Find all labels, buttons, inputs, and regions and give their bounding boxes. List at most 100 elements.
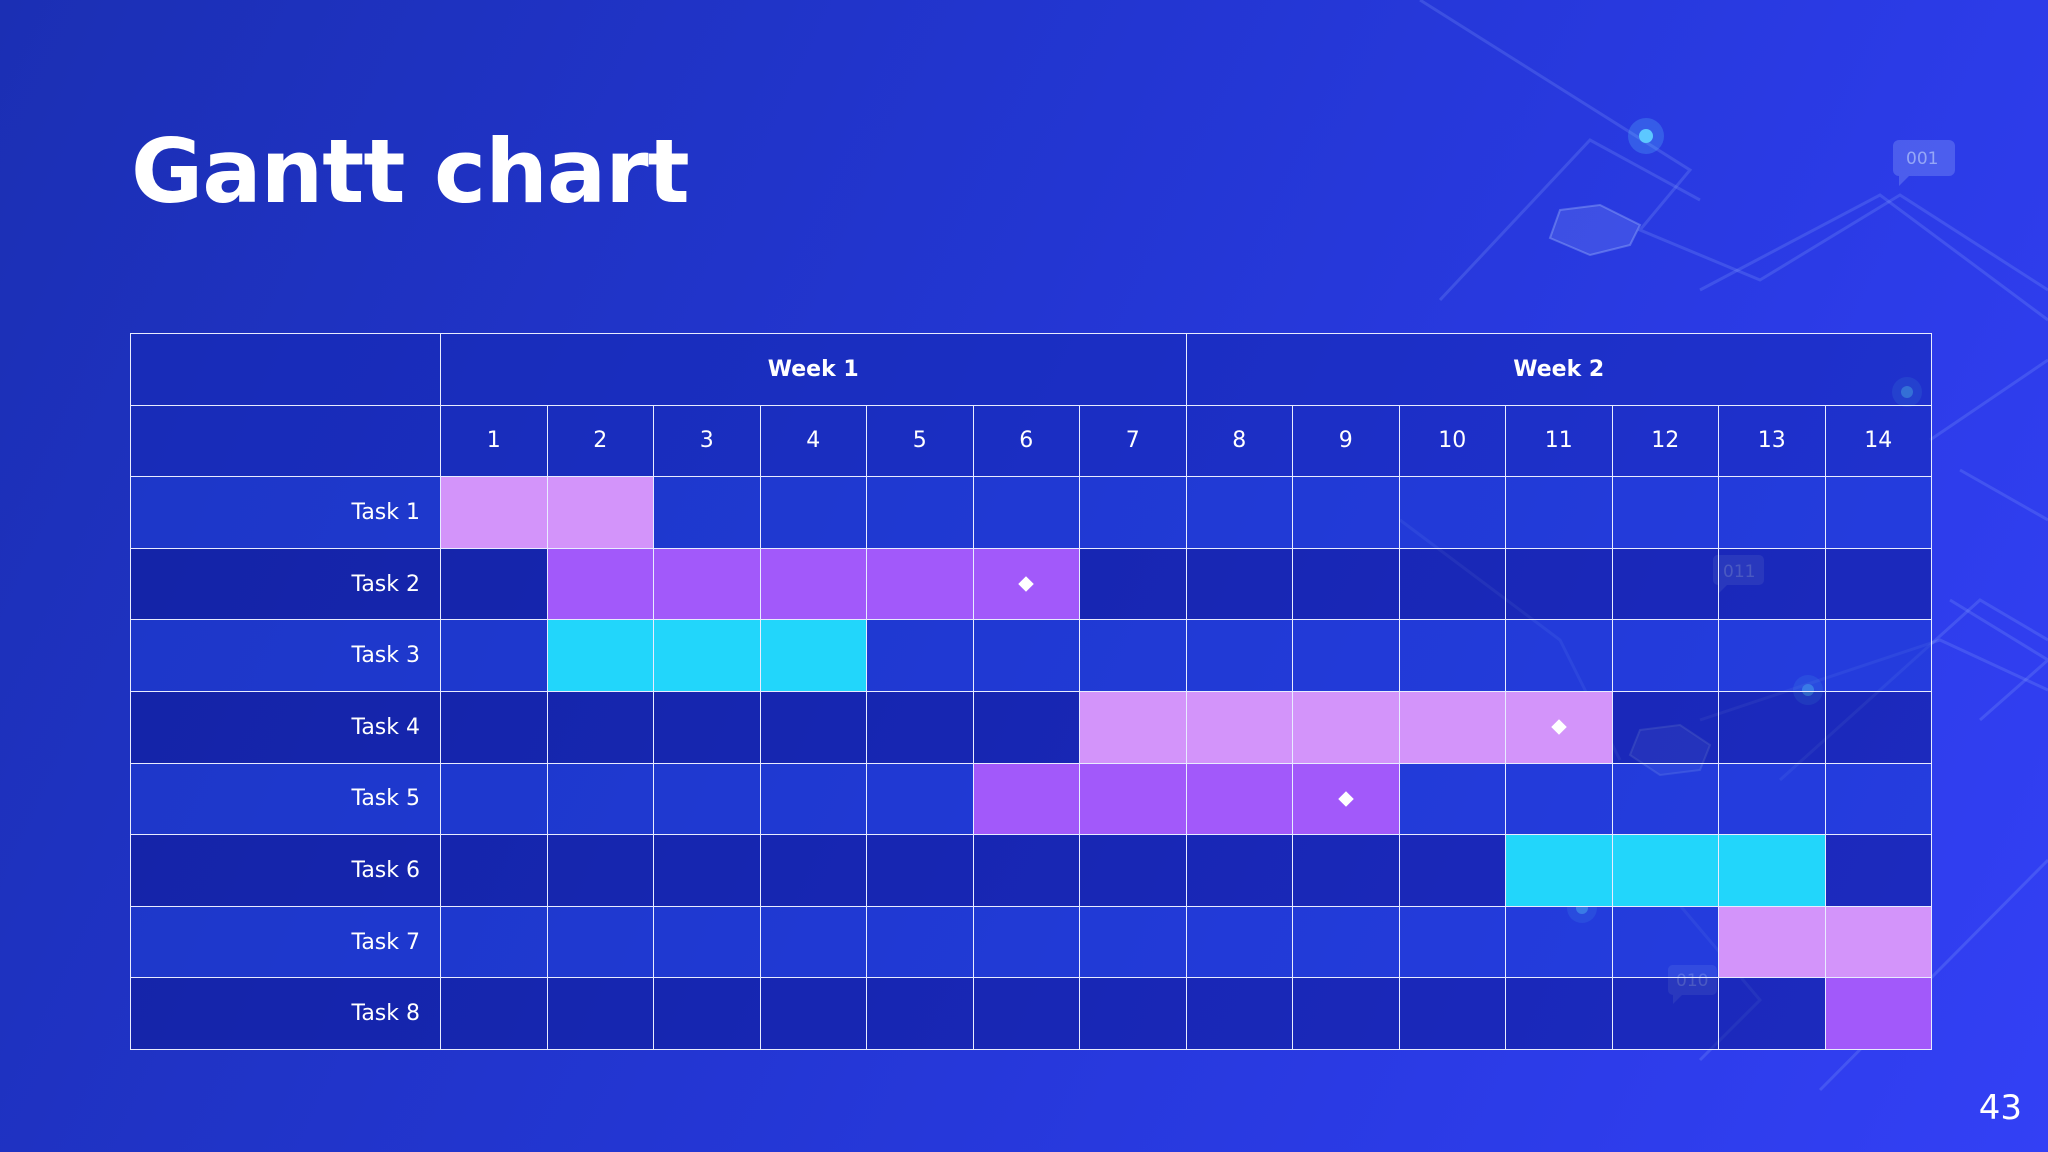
day-header-12: 12	[1611, 404, 1719, 478]
header-corner-cell	[130, 333, 441, 406]
task-bar-segment	[1185, 762, 1293, 836]
grid-cell	[1185, 476, 1293, 549]
task-bar-segment	[546, 619, 654, 692]
grid-cell	[866, 905, 974, 979]
task-label: Task 5	[130, 762, 441, 836]
grid-cell	[1824, 476, 1932, 549]
week-header-2: Week 2	[1185, 333, 1932, 406]
header-corner-cell	[130, 404, 441, 478]
day-header-7: 7	[1079, 404, 1187, 478]
grid-cell	[440, 977, 548, 1050]
day-header-11: 11	[1505, 404, 1613, 478]
grid-cell	[1079, 977, 1187, 1050]
day-header-1: 1	[440, 404, 548, 478]
task-bar-segment	[866, 547, 974, 621]
grid-cell	[1824, 619, 1932, 692]
day-header-3: 3	[653, 404, 761, 478]
milestone-diamond-icon	[1337, 791, 1354, 807]
task-row: Task 5	[130, 762, 1932, 836]
grid-cell	[546, 834, 654, 907]
grid-cell	[972, 834, 1080, 907]
task-row: Task 4	[130, 690, 1932, 764]
task-bar-segment	[1718, 834, 1826, 907]
grid-cell	[1079, 476, 1187, 549]
task-bar-segment	[972, 547, 1080, 621]
page-number: 43	[1978, 1088, 2022, 1128]
task-bar-segment	[1398, 690, 1506, 764]
grid-cell	[546, 905, 654, 979]
grid-cell	[1292, 476, 1400, 549]
task-label: Task 6	[130, 834, 441, 907]
grid-cell	[440, 619, 548, 692]
task-bar-segment	[1292, 762, 1400, 836]
grid-cell	[1718, 619, 1826, 692]
grid-cell	[1505, 619, 1613, 692]
grid-cell	[1185, 977, 1293, 1050]
grid-cell	[866, 690, 974, 764]
day-header-14: 14	[1824, 404, 1932, 478]
grid-cell	[1824, 547, 1932, 621]
day-header-4: 4	[759, 404, 867, 478]
grid-cell	[440, 762, 548, 836]
grid-cell	[440, 834, 548, 907]
grid-cell	[653, 476, 761, 549]
grid-cell	[1505, 476, 1613, 549]
deco-tag-001: 001	[1906, 149, 1938, 169]
grid-cell	[866, 977, 974, 1050]
grid-cell	[1185, 834, 1293, 907]
day-header-9: 9	[1292, 404, 1400, 478]
task-row: Task 8	[130, 977, 1932, 1050]
grid-cell	[1398, 547, 1506, 621]
grid-cell	[1718, 547, 1826, 621]
task-bar-segment	[1718, 905, 1826, 979]
grid-cell	[653, 834, 761, 907]
grid-cell	[1292, 619, 1400, 692]
task-bar-segment	[440, 476, 548, 549]
grid-cell	[1824, 834, 1932, 907]
grid-cell	[1611, 977, 1719, 1050]
grid-cell	[1505, 905, 1613, 979]
grid-cell	[546, 977, 654, 1050]
task-bar-segment	[653, 547, 761, 621]
grid-cell	[1292, 905, 1400, 979]
grid-cell	[866, 476, 974, 549]
task-row: Task 7	[130, 905, 1932, 979]
grid-cell	[972, 619, 1080, 692]
task-bar-segment	[972, 762, 1080, 836]
task-bar-segment	[1185, 690, 1293, 764]
grid-cell	[1824, 762, 1932, 836]
grid-cell	[759, 977, 867, 1050]
grid-cell	[972, 476, 1080, 549]
grid-cell	[546, 690, 654, 764]
slide-title: Gantt chart	[131, 120, 690, 223]
day-header-5: 5	[866, 404, 974, 478]
task-bar-segment	[1505, 834, 1613, 907]
grid-cell	[1185, 547, 1293, 621]
grid-cell	[1079, 547, 1187, 621]
grid-cell	[1718, 977, 1826, 1050]
grid-cell	[1398, 905, 1506, 979]
task-bar-segment	[546, 476, 654, 549]
grid-cell	[1718, 476, 1826, 549]
day-header-8: 8	[1185, 404, 1293, 478]
grid-cell	[1611, 905, 1719, 979]
grid-cell	[1398, 762, 1506, 836]
task-label: Task 3	[130, 619, 441, 692]
grid-cell	[1185, 905, 1293, 979]
grid-cell	[972, 905, 1080, 979]
grid-cell	[972, 977, 1080, 1050]
grid-cell	[1079, 905, 1187, 979]
grid-cell	[1505, 762, 1613, 836]
day-header-10: 10	[1398, 404, 1506, 478]
task-bar-segment	[1824, 905, 1932, 979]
grid-cell	[653, 905, 761, 979]
task-label: Task 1	[130, 476, 441, 549]
grid-cell	[1505, 547, 1613, 621]
task-label: Task 7	[130, 905, 441, 979]
week-header-1: Week 1	[440, 333, 1187, 406]
grid-cell	[1398, 977, 1506, 1050]
gantt-chart-table: Week 1 Week 2 1 2 3 4 5 6 7 8 9 10 11 12 13 14 Task 1 Ta…	[130, 333, 1932, 1050]
milestone-diamond-icon	[1550, 719, 1567, 736]
task-bar-segment	[759, 619, 867, 692]
grid-cell	[1611, 690, 1719, 764]
